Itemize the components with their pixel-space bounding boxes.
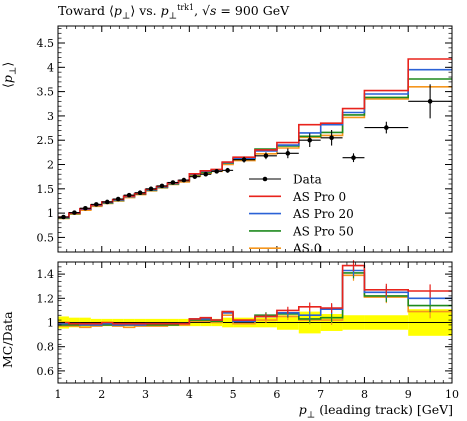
ratio-x-tick-label: 5 bbox=[230, 388, 237, 401]
data-point bbox=[115, 196, 121, 202]
ratio-y-tick-label: 1 bbox=[47, 317, 54, 330]
main-series-as-pro-0 bbox=[58, 58, 452, 218]
main-y-tick-label: 3 bbox=[47, 110, 54, 123]
ratio-x-tick-label: 7 bbox=[317, 388, 324, 401]
data-point bbox=[104, 199, 110, 205]
data-point bbox=[263, 153, 269, 159]
data-point bbox=[94, 202, 99, 207]
data-point bbox=[203, 171, 209, 177]
data-point bbox=[83, 205, 88, 211]
main-series-as-pro-20 bbox=[58, 68, 452, 219]
main-y-tick-label: 1.5 bbox=[37, 183, 55, 196]
data-point bbox=[384, 125, 389, 130]
ratio-y-tick-label: 1.2 bbox=[37, 292, 55, 305]
data-point bbox=[137, 190, 143, 196]
main-y-tick-label: 4 bbox=[47, 61, 54, 74]
data-point bbox=[72, 210, 77, 215]
ratio-panel: 1 2 3 4 5 6 7 8 9 10 0.6 0.8 1 1.2 1.4 bbox=[37, 260, 459, 401]
data-point bbox=[61, 214, 66, 220]
data-point bbox=[214, 169, 219, 174]
data-point bbox=[307, 137, 313, 143]
main-y-tick-label: 1 bbox=[47, 207, 54, 220]
main-y-tick-label: 2.5 bbox=[37, 134, 55, 147]
chart-title: Toward ⟨p⊥⟩ vs. p⊥trk1, √s = 900 GeV bbox=[58, 3, 290, 22]
ratio-x-tick-label: 6 bbox=[273, 388, 280, 401]
legend-label-as-pro-50: AS Pro 50 bbox=[292, 224, 354, 238]
data-point bbox=[285, 151, 291, 156]
ratio-x-tick-label: 2 bbox=[98, 388, 105, 401]
ratio-y-tick-label: 0.8 bbox=[37, 341, 55, 354]
ratio-y-tick-label: 0.6 bbox=[37, 365, 55, 378]
main-y-tick-label: 0.5 bbox=[37, 231, 55, 244]
legend: Data AS Pro 0 AS Pro 20 AS Pro 50 AS 0 bbox=[249, 173, 354, 256]
data-point bbox=[329, 135, 334, 141]
data-point bbox=[159, 183, 165, 189]
ratio-x-tick-label: 10 bbox=[445, 388, 459, 401]
main-y-tick-label: 2 bbox=[47, 159, 54, 172]
ratio-y-tick-label: 1.4 bbox=[37, 268, 55, 281]
ratio-x-tick-label: 4 bbox=[186, 388, 193, 401]
x-axis-label: p⊥ (leading track) [GeV] bbox=[298, 402, 453, 421]
main-y-tick-label: 4.5 bbox=[37, 37, 55, 50]
data-point bbox=[148, 186, 154, 192]
legend-label-as-pro-20: AS Pro 20 bbox=[292, 207, 354, 221]
data-point bbox=[351, 155, 356, 161]
data-point bbox=[241, 157, 247, 162]
data-point bbox=[170, 180, 176, 185]
legend-label-as-pro-0: AS Pro 0 bbox=[292, 190, 346, 204]
ratio-x-tick-label: 3 bbox=[142, 388, 149, 401]
main-panel-frame bbox=[57, 25, 453, 253]
data-point bbox=[126, 192, 132, 198]
data-point bbox=[192, 174, 198, 179]
data-point bbox=[225, 168, 230, 173]
ratio-x-tick-label: 1 bbox=[55, 388, 62, 401]
main-panel: 0.5 1 1.5 2 2.5 3 3.5 4 4.5 bbox=[37, 25, 453, 253]
data-point bbox=[427, 99, 433, 104]
ratio-x-tick-label: 8 bbox=[361, 388, 368, 401]
legend-label-as-0: AS 0 bbox=[292, 242, 321, 256]
data-point bbox=[181, 177, 187, 183]
main-y-tick-label: 3.5 bbox=[37, 86, 55, 99]
ratio-x-tick-label: 9 bbox=[405, 388, 412, 401]
legend-marker-data-point bbox=[262, 176, 268, 182]
legend-label-data: Data bbox=[293, 173, 322, 187]
